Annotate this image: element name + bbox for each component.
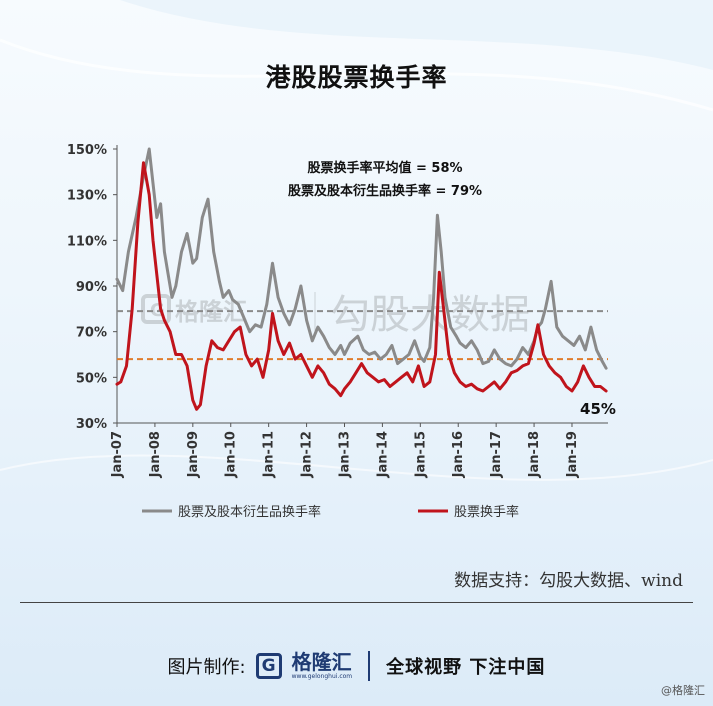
gelonghui-logo-icon: G [255, 653, 282, 679]
y-tick-label: 70% [76, 326, 107, 341]
x-tick-label: Jan-07 [110, 431, 125, 478]
divider [20, 602, 693, 603]
watermark: G 格隆汇 勾股大数据 [141, 292, 530, 338]
end-value-label: 45% [580, 400, 616, 418]
y-tick-label: 150% [67, 143, 107, 158]
annotations: 股票换手率平均值 = 58% 股票及股本衍生品换手率 = 79% 45% [288, 160, 616, 418]
avg-stock-deriv-label: 股票及股本衍生品换手率 = 79% [288, 183, 482, 199]
y-tick-label: 30% [76, 417, 107, 432]
avg-stock-label: 股票换手率平均值 = 58% [307, 160, 462, 176]
stock-deriv-turnover-line [115, 147, 608, 370]
footer-separator [368, 651, 371, 681]
y-axis: 150% 130% 110% 90% 70% 50% 30% [67, 143, 118, 432]
legend-label: 股票及股本衍生品换手率 [178, 504, 321, 520]
x-tick-label: Jan-18 [527, 431, 542, 478]
series-lines [115, 147, 608, 411]
source-note: 数据支持：勾股大数据、wind [454, 571, 683, 591]
footer: 图片制作: G 格隆汇 www.gelonghui.com 全球视野 下注中国 [0, 646, 713, 686]
stock-turnover-line [115, 161, 608, 411]
x-axis: Jan-07 Jan-08 Jan-09 Jan-10 Jan-11 Jan-12 Jan-… [110, 422, 608, 478]
x-tick-label: Jan-14 [375, 431, 390, 478]
x-tick-label: Jan-10 [224, 431, 239, 478]
x-tick-label: Jan-08 [148, 431, 163, 478]
x-tick-label: Jan-19 [565, 431, 580, 478]
x-tick-label: Jan-12 [300, 431, 315, 478]
legend-label: 股票换手率 [454, 504, 519, 520]
watermark-logo-icon [141, 294, 171, 324]
footer-prefix: 图片制作: [167, 657, 246, 678]
x-tick-label: Jan-15 [413, 431, 428, 478]
x-tick-label: Jan-16 [451, 431, 466, 478]
x-tick-label: Jan-13 [337, 431, 352, 478]
x-tick-label: Jan-09 [186, 431, 201, 478]
reference-lines [117, 310, 608, 361]
logo-text: 格隆汇 www.gelonghui.com [292, 652, 353, 680]
footer-slogan: 全球视野 下注中国 [386, 657, 546, 678]
y-tick-label: 130% [67, 189, 107, 204]
y-tick-label: 90% [76, 280, 107, 295]
x-tick-label: Jan-17 [489, 431, 504, 478]
corner-watermark: @格隆汇 [661, 684, 705, 697]
x-tick-label: Jan-11 [262, 431, 277, 478]
y-tick-label: 50% [76, 371, 107, 386]
logo-name: 格隆汇 [291, 650, 352, 674]
turnover-chart: 150%130%110%90%70%50%30% Jan-07 Jan-08 Jan… [67, 143, 616, 520]
legend: 股票及股本衍生品换手率 股票换手率 [142, 504, 519, 520]
page-title: 港股股票换手率 [265, 63, 448, 92]
y-tick-label: 110% [67, 234, 107, 249]
logo-url: www.gelonghui.com [291, 673, 353, 680]
